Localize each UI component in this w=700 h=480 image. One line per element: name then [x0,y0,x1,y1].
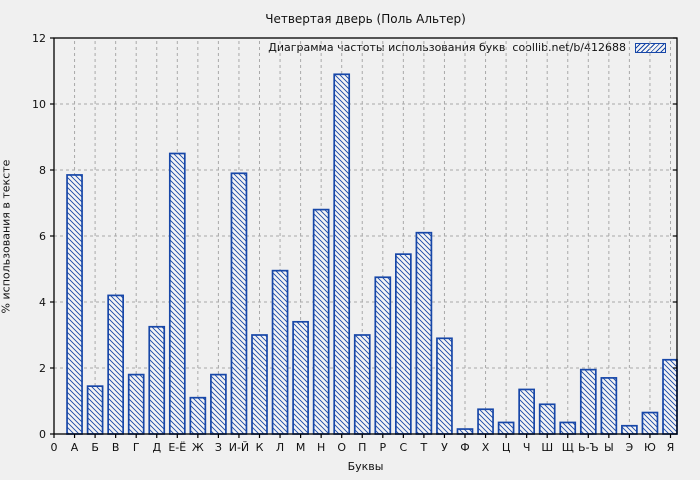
bar-Ш [538,403,556,435]
bar-З [210,373,227,435]
x-tick-label: Б [91,441,99,454]
bar-Ы [600,377,618,435]
y-tick-label: 8 [39,164,46,177]
x-tick-label: В [112,441,120,454]
bar-Ь-Ъ [579,368,597,435]
x-tick-label: Ж [192,441,204,454]
bar-Э [621,424,638,435]
x-tick-label: А [71,441,79,454]
bar-В [107,294,125,435]
legend: Диаграмма частоты использования букв coo… [268,41,666,54]
x-tick-label: Э [626,441,634,454]
x-tick-label: Е-Ё [168,441,186,454]
legend-swatch-icon [635,42,666,53]
x-tick-label: Т [420,441,428,454]
x-tick-label: Щ [562,441,574,454]
bar-Ж [189,396,207,435]
y-tick-label: 10 [32,98,46,111]
bar-Д [148,325,166,435]
legend-label: Диаграмма частоты использования букв coo… [268,41,626,54]
bar-А [66,174,83,435]
x-tick-label: О [337,441,346,454]
bar-И-Й [230,172,248,435]
x-tick-label: Ф [460,441,469,454]
bar-Н [312,208,330,435]
y-tick-label: 12 [32,32,46,45]
bar-Щ [559,421,577,435]
bar-Т [415,231,433,435]
x-tick-label: Д [152,441,161,454]
x-tick-label: Я [667,441,675,454]
bar-К [251,334,268,435]
x-tick-label: Р [379,441,386,454]
chart-title: Четвертая дверь (Поль Альтер) [265,12,466,26]
x-tick-label: Ь-Ъ [578,441,599,454]
x-tick-label: Х [482,441,490,454]
y-tick-label: 6 [39,230,46,243]
bar-Ф [456,428,474,435]
x-tick-label: 0 [51,441,58,454]
x-tick-label: Ч [523,441,531,454]
y-tick-label: 4 [39,296,46,309]
bar-П [353,334,371,435]
bar-Л [271,269,289,435]
bar-Я [662,358,678,435]
x-tick-label: У [441,441,448,454]
x-tick-label: П [358,441,366,454]
x-tick-label: Н [317,441,325,454]
bar-Р [374,276,392,435]
x-tick-label: Ю [644,441,656,454]
bar-Ц [497,421,515,435]
x-tick-label: Г [133,441,140,454]
bar-С [395,253,412,435]
bar-Б [86,385,104,435]
x-tick-label: К [256,441,264,454]
bar-М [292,320,309,435]
bar-Е-Ё [168,152,186,435]
x-tick-label: Ы [604,441,614,454]
bar-Х [477,408,494,435]
bar-Ч [518,388,536,435]
x-tick-label: З [215,441,222,454]
x-tick-label: Л [276,441,284,454]
x-axis-label: Буквы [347,460,384,473]
y-tick-label: 0 [39,428,46,441]
y-axis-label: % использования в тексте [0,159,13,314]
x-tick-label: С [400,441,408,454]
x-tick-label: Ц [502,441,511,454]
bar-У [436,337,453,435]
y-tick-label: 2 [39,362,46,375]
x-tick-label: И-Й [229,441,249,454]
x-tick-label: Ш [541,441,553,454]
bar-Г [127,373,145,435]
x-tick-label: М [296,441,306,454]
bar-Ю [641,411,659,435]
bar-О [333,73,351,435]
